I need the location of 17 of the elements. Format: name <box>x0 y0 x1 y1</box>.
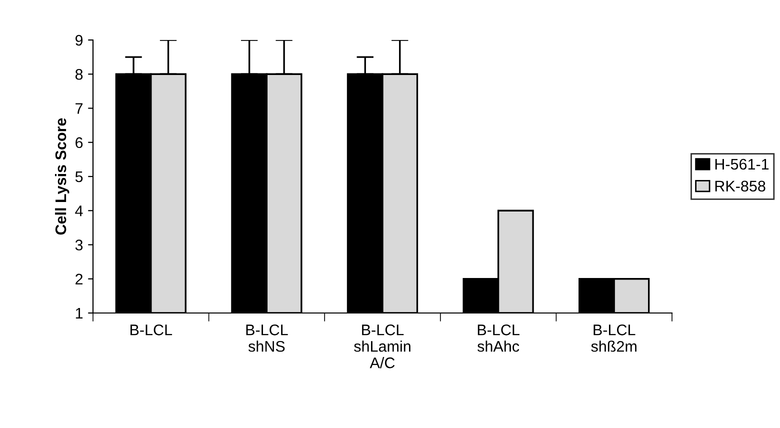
legend-label: H-561-1 <box>715 158 769 170</box>
x-tick-label: B-LCL shß2m <box>591 324 636 352</box>
x-tick-label: B-LCL shAhc <box>477 324 520 352</box>
y-tick-label: 4 <box>75 206 83 216</box>
y-tick-label: 5 <box>75 172 83 182</box>
y-tick-label: 3 <box>75 240 83 250</box>
y-tick-label: 2 <box>76 274 83 284</box>
y-tick-label: 1 <box>76 308 83 319</box>
x-tick-label: B-LCL shNS <box>246 324 288 352</box>
y-axis-title: Cell Lysis Score <box>54 118 70 235</box>
y-tick-label: 6 <box>76 137 83 148</box>
x-tick-label: B-LCL shLamin A/C <box>354 324 410 368</box>
legend-label: RK-858 <box>715 180 766 192</box>
y-tick-label: 8 <box>75 68 83 80</box>
x-tick-label: B-LCL <box>130 324 172 336</box>
y-tick-label: 7 <box>76 103 83 114</box>
y-tick-label: 9 <box>76 34 83 46</box>
